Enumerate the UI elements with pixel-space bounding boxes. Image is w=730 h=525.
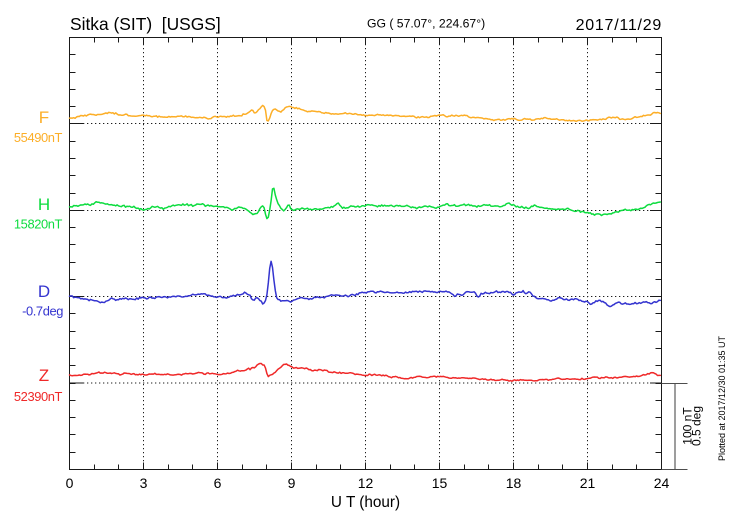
svg-text:15: 15 [432, 475, 448, 491]
svg-text:H: H [38, 195, 50, 214]
svg-text:100 nT: 100 nT [681, 407, 695, 445]
svg-text:3: 3 [140, 475, 148, 491]
svg-text:0.5 deg: 0.5 deg [690, 406, 704, 446]
svg-text:-0.7deg: -0.7deg [22, 304, 63, 319]
svg-text:21: 21 [580, 475, 596, 491]
svg-text:U T (hour): U T (hour) [331, 494, 400, 511]
svg-text:18: 18 [506, 475, 522, 491]
svg-text:Z: Z [39, 366, 49, 385]
svg-text:52390nT: 52390nT [14, 389, 63, 404]
svg-text:12: 12 [358, 475, 374, 491]
svg-text:2017/11/29: 2017/11/29 [576, 17, 662, 34]
svg-text:Sitka (SIT) [USGS]: Sitka (SIT) [USGS] [70, 14, 221, 34]
svg-text:6: 6 [214, 475, 222, 491]
svg-text:F: F [39, 108, 49, 127]
svg-text:D: D [38, 282, 50, 301]
svg-text:9: 9 [288, 475, 296, 491]
svg-text:55490nT: 55490nT [14, 130, 63, 145]
svg-text:15820nT: 15820nT [14, 217, 63, 232]
svg-text:0: 0 [66, 475, 74, 491]
svg-text:GG ( 57.07°, 224.67°): GG ( 57.07°, 224.67°) [367, 17, 485, 31]
svg-text:Plotted at 2017/12/30 01:35 UT: Plotted at 2017/12/30 01:35 UT [717, 335, 727, 461]
svg-text:24: 24 [654, 475, 670, 491]
